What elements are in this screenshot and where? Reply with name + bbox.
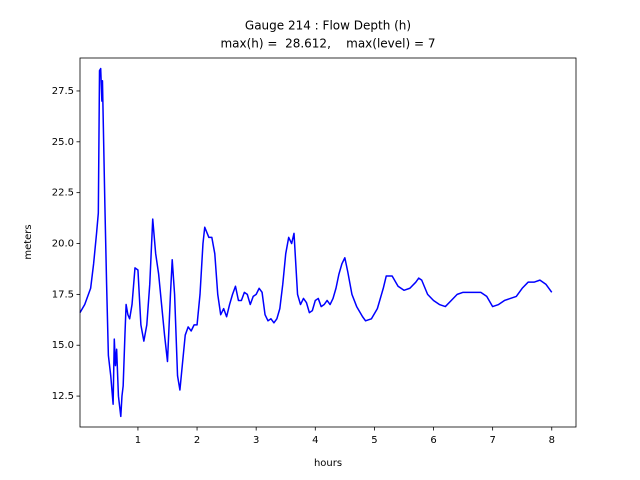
x-tick-label: 2 bbox=[194, 435, 200, 446]
x-axis-label: hours bbox=[314, 458, 342, 469]
y-tick-label: 15.0 bbox=[52, 340, 74, 351]
chart-subtitle: max(h) = 28.612, max(level) = 7 bbox=[220, 37, 435, 51]
x-tick-label: 1 bbox=[135, 435, 141, 446]
x-tick-label: 8 bbox=[549, 435, 555, 446]
x-tick-label: 4 bbox=[312, 435, 318, 446]
x-tick-label: 7 bbox=[489, 435, 495, 446]
y-tick-label: 17.5 bbox=[52, 289, 74, 300]
y-tick-label: 12.5 bbox=[52, 391, 74, 402]
x-tick-label: 3 bbox=[253, 435, 259, 446]
y-tick-label: 22.5 bbox=[52, 188, 74, 199]
y-axis-label: meters bbox=[23, 224, 34, 259]
data-line bbox=[79, 67, 553, 418]
chart-title: Gauge 214 : Flow Depth (h) bbox=[245, 19, 411, 33]
y-tick-label: 25.0 bbox=[52, 137, 74, 148]
x-tick-label: 5 bbox=[371, 435, 377, 446]
y-tick-label: 20.0 bbox=[52, 239, 74, 250]
y-tick-label: 27.5 bbox=[52, 86, 74, 97]
axes-frame bbox=[79, 57, 577, 428]
x-tick-label: 6 bbox=[430, 435, 436, 446]
